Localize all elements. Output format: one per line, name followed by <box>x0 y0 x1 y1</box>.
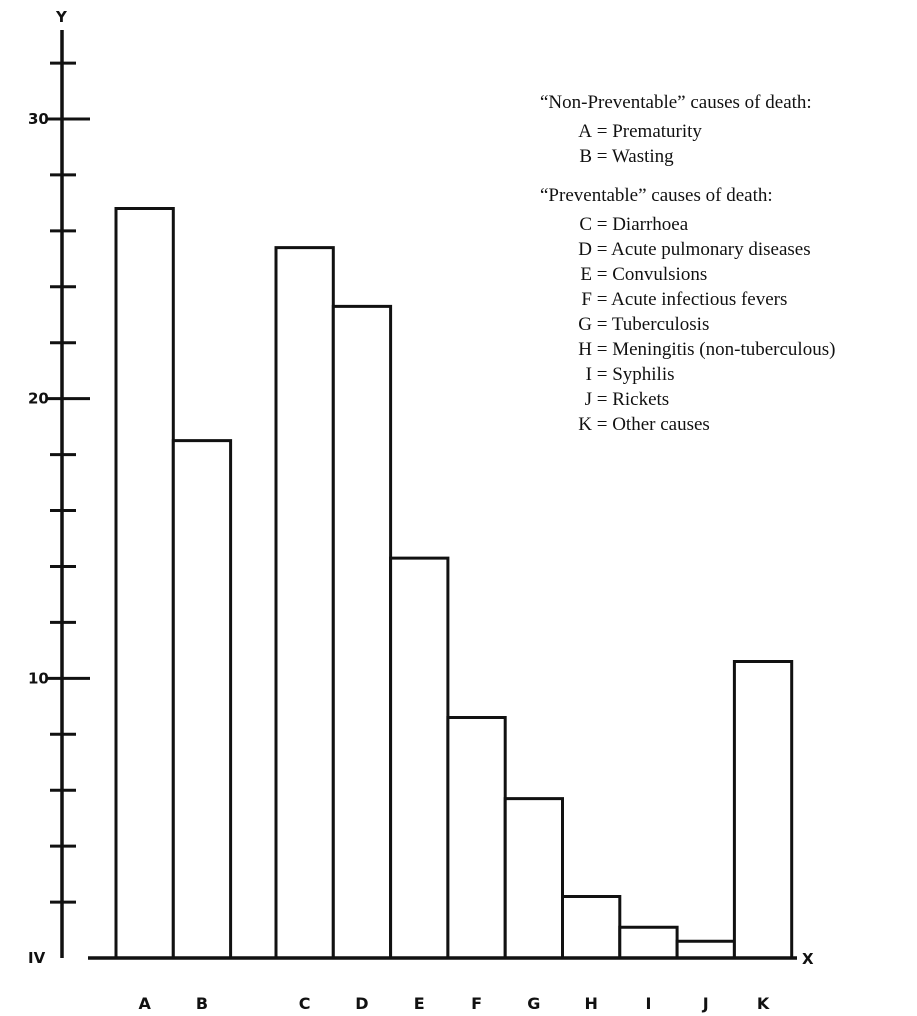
bar-I <box>618 925 679 958</box>
legend-code: A <box>578 121 592 142</box>
legend-item: E = Convulsions <box>540 262 835 287</box>
category-label-K: K <box>757 994 770 1013</box>
legend-item: D = Acute pulmonary diseases <box>540 237 835 262</box>
origin-label: IV <box>28 949 46 967</box>
legend-code: D <box>578 239 592 260</box>
category-label-J: J <box>702 994 709 1013</box>
legend-item: F = Acute infectious fevers <box>540 287 835 312</box>
legend-text: = Diarrhoea <box>592 214 689 235</box>
bar-G <box>503 797 564 958</box>
bar-K <box>732 660 794 958</box>
legend-group-title: “Non-Preventable” causes of death: <box>540 92 812 113</box>
legend-item: K = Other causes <box>540 412 835 437</box>
legend-item: I = Syphilis <box>540 362 835 387</box>
legend-code: C <box>579 214 592 235</box>
legend-code: K <box>578 414 592 435</box>
bar-H <box>561 894 622 958</box>
y-axis-letter: Y <box>55 8 68 26</box>
legend-item: C = Diarrhoea <box>540 212 835 237</box>
category-label-B: B <box>196 994 208 1013</box>
legend-code: I <box>585 364 592 385</box>
legend-item: G = Tuberculosis <box>540 312 835 337</box>
legend: “Non-Preventable” causes of death: A = Pr… <box>540 90 835 437</box>
legend-code: F <box>581 289 592 310</box>
legend-code: H <box>578 339 592 360</box>
y-tick-label: 30 <box>28 110 49 128</box>
category-label-C: C <box>299 994 311 1013</box>
bar-F <box>446 715 507 958</box>
category-label-I: I <box>645 994 651 1013</box>
legend-text: = Wasting <box>592 146 674 167</box>
category-label-G: G <box>527 994 540 1013</box>
legend-item: H = Meningitis (non-tuberculous) <box>540 337 835 362</box>
legend-item: A = Prematurity <box>540 119 835 144</box>
legend-code: E <box>580 264 592 285</box>
x-axis-letter: X <box>802 950 814 968</box>
legend-text: = Convulsions <box>592 264 708 285</box>
legend-text: = Acute infectious fevers <box>592 289 788 310</box>
bar-J <box>675 939 736 958</box>
legend-text: = Prematurity <box>592 121 702 142</box>
category-label-H: H <box>584 994 597 1013</box>
bar-B <box>171 439 233 958</box>
category-label-F: F <box>471 994 482 1013</box>
y-ticks-group: 10 20 30 <box>28 61 90 904</box>
category-label-A: A <box>138 994 151 1013</box>
legend-group-title: “Preventable” causes of death: <box>540 185 773 206</box>
bar-A <box>114 206 175 958</box>
y-tick-label: 20 <box>28 390 49 408</box>
axes-group: Y X IV <box>28 8 814 968</box>
legend-item: J = Rickets <box>540 387 835 412</box>
category-labels-group: A B C D E F G H I J K <box>138 994 769 1013</box>
category-label-E: E <box>414 994 425 1013</box>
legend-text: = Meningitis (non-tuberculous) <box>592 339 836 360</box>
bar-E <box>389 556 450 958</box>
category-label-D: D <box>355 994 368 1013</box>
legend-text: = Tuberculosis <box>592 314 710 335</box>
legend-code: G <box>578 314 592 335</box>
legend-code: B <box>579 146 592 167</box>
legend-code: J <box>584 389 592 410</box>
legend-text: = Acute pulmonary diseases <box>592 239 811 260</box>
bar-C <box>274 246 335 958</box>
bars-group <box>114 206 794 958</box>
legend-text: = Rickets <box>592 389 670 410</box>
y-tick-label: 10 <box>28 669 49 687</box>
legend-text: = Syphilis <box>592 364 675 385</box>
legend-text: = Other causes <box>592 414 710 435</box>
legend-item: B = Wasting <box>540 144 835 169</box>
bar-D <box>331 304 393 958</box>
